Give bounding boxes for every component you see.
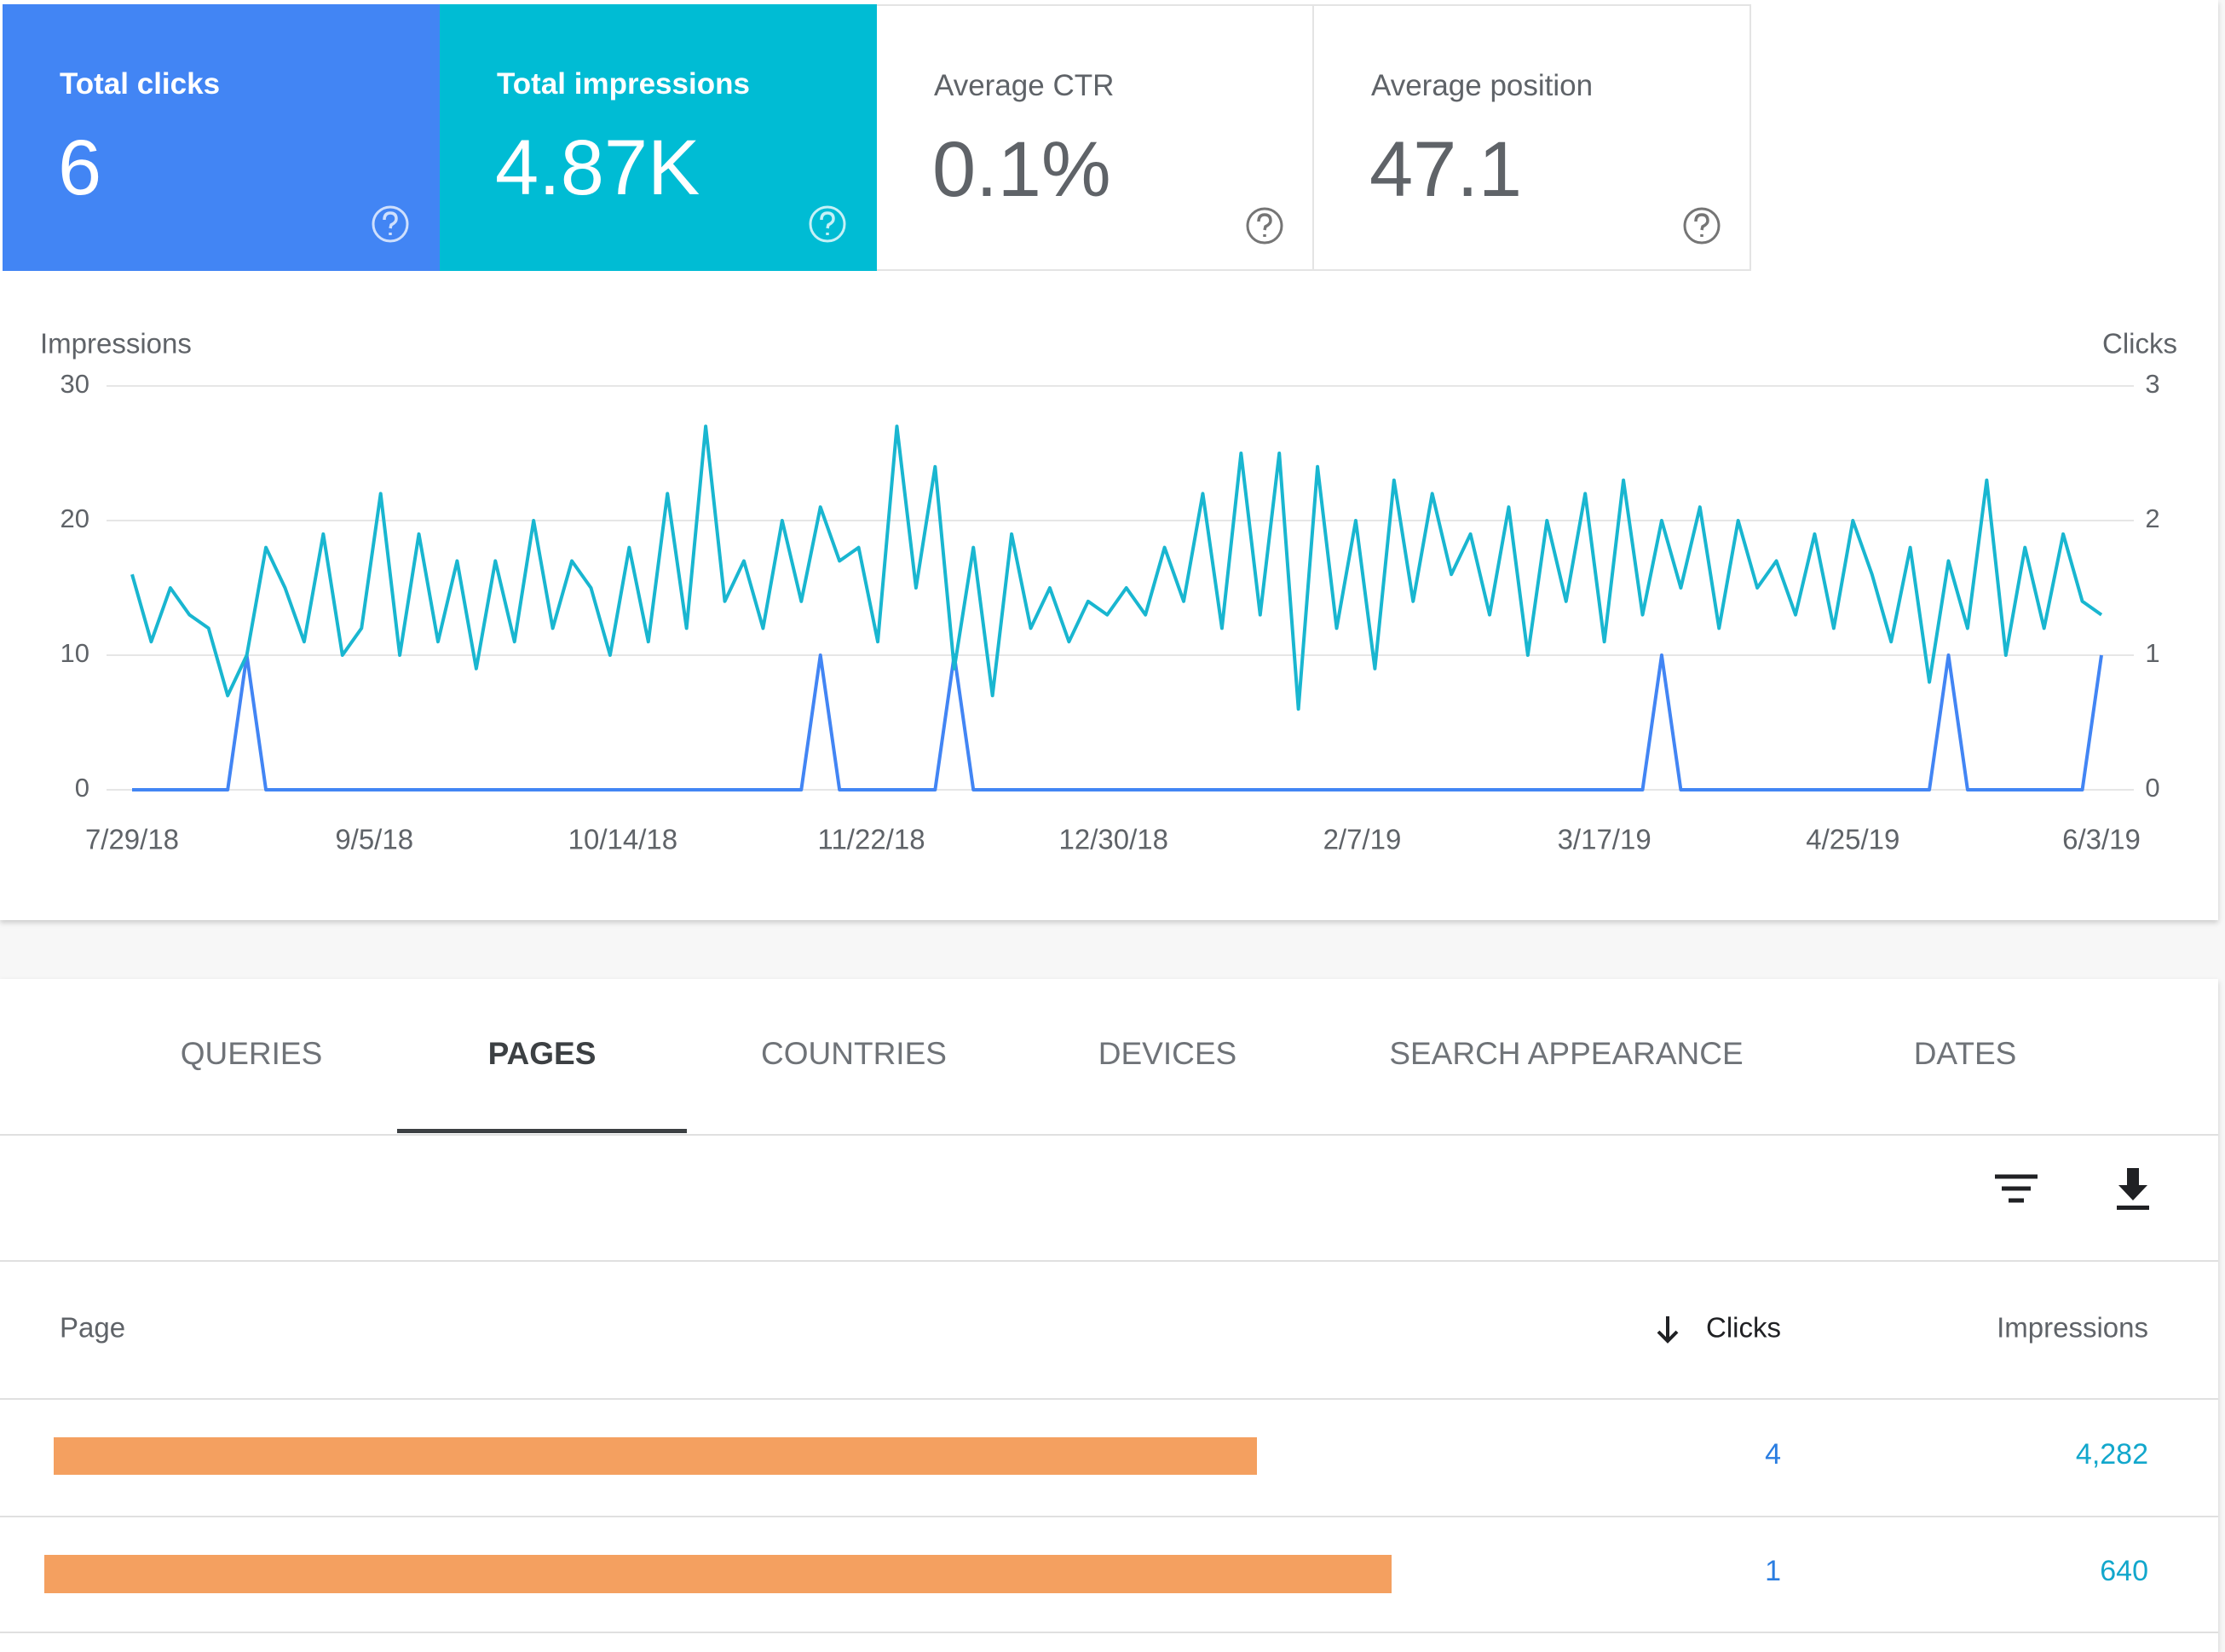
column-header[interactable]: Impressions bbox=[1997, 1312, 2148, 1344]
y-tick-label: 0 bbox=[75, 773, 89, 803]
filter-icon[interactable] bbox=[1995, 1174, 2038, 1203]
series-line bbox=[132, 653, 2103, 791]
column-header[interactable]: Clicks bbox=[1706, 1312, 1781, 1344]
table-area: QUERIES PAGES COUNTRIES DEVICES SEARCH APPEA… bbox=[0, 1036, 2218, 1633]
x-tick-label: 10/14/18 bbox=[568, 824, 677, 855]
sort-arrow[interactable] bbox=[1657, 1316, 1679, 1344]
metric-card[interactable]: Total impressions 4.87K bbox=[440, 4, 877, 271]
chart: Impressions Clicks 0 10 20 30 0 1 2 3 7/29/18 9/5… bbox=[40, 328, 2177, 855]
metric-card[interactable]: Average position 47.1 bbox=[1314, 4, 1751, 271]
y-tick-label: 10 bbox=[61, 638, 89, 668]
x-tick-label: 7/29/18 bbox=[85, 824, 179, 855]
card-value: 6 bbox=[58, 124, 102, 211]
card-value: 0.1% bbox=[932, 126, 1111, 213]
x-tick-label: 3/17/19 bbox=[1558, 824, 1651, 855]
download-icon[interactable] bbox=[2117, 1168, 2149, 1210]
help-icon[interactable] bbox=[1243, 204, 1286, 247]
tab[interactable]: SEARCH APPEARANCE bbox=[1389, 1036, 1743, 1071]
help-icon[interactable] bbox=[806, 203, 849, 245]
tab[interactable]: PAGES bbox=[488, 1036, 597, 1071]
series-line bbox=[130, 424, 2103, 711]
table-panel: QUERIES PAGES COUNTRIES DEVICES SEARCH APPEA… bbox=[0, 979, 2218, 1652]
column-header: Page bbox=[60, 1312, 125, 1344]
card-label: Total clicks bbox=[60, 67, 221, 101]
y2-tick-label: 2 bbox=[2145, 504, 2159, 533]
card-label: Average position bbox=[1371, 69, 1594, 102]
y2-tick-label: 1 bbox=[2145, 638, 2159, 668]
y-tick-label: 30 bbox=[61, 369, 89, 399]
redacted-page bbox=[44, 1555, 1392, 1593]
metric-card[interactable]: Total clicks 6 bbox=[3, 4, 440, 271]
impressions-cell: 640 bbox=[2100, 1555, 2148, 1587]
y2-axis-title: Clicks bbox=[2102, 328, 2177, 360]
help-icon[interactable] bbox=[369, 203, 412, 245]
x-tick-label: 9/5/18 bbox=[335, 824, 413, 855]
active-tab-underline bbox=[397, 1129, 687, 1133]
card-value: 47.1 bbox=[1369, 126, 1523, 213]
y2-tick-label: 0 bbox=[2145, 773, 2159, 803]
card-value: 4.87K bbox=[495, 124, 700, 211]
impressions-cell: 4,282 bbox=[2076, 1438, 2148, 1471]
x-tick-label: 11/22/18 bbox=[818, 824, 925, 855]
help-icon[interactable] bbox=[1680, 204, 1723, 247]
x-tick-label: 4/25/19 bbox=[1806, 824, 1899, 855]
tab[interactable]: DEVICES bbox=[1098, 1036, 1236, 1071]
x-tick-label: 6/3/19 bbox=[2062, 824, 2141, 855]
clicks-cell: 1 bbox=[1765, 1555, 1781, 1587]
tab[interactable]: COUNTRIES bbox=[761, 1036, 947, 1071]
clicks-cell: 4 bbox=[1765, 1438, 1781, 1471]
y-axis-title: Impressions bbox=[40, 328, 192, 360]
metric-card[interactable]: Average CTR 0.1% bbox=[877, 4, 1314, 271]
card-label: Total impressions bbox=[497, 67, 750, 101]
redacted-page bbox=[54, 1437, 1257, 1475]
card-label: Average CTR bbox=[934, 69, 1115, 102]
x-tick-label: 2/7/19 bbox=[1323, 824, 1402, 855]
y-tick-label: 20 bbox=[61, 504, 89, 533]
performance-panel: Total clicks 6 Total impressions 4.87K A… bbox=[3, 4, 2177, 855]
y2-tick-label: 3 bbox=[2145, 369, 2159, 399]
x-tick-label: 12/30/18 bbox=[1059, 824, 1168, 855]
tab[interactable]: DATES bbox=[1914, 1036, 2017, 1071]
tab[interactable]: QUERIES bbox=[181, 1036, 323, 1071]
